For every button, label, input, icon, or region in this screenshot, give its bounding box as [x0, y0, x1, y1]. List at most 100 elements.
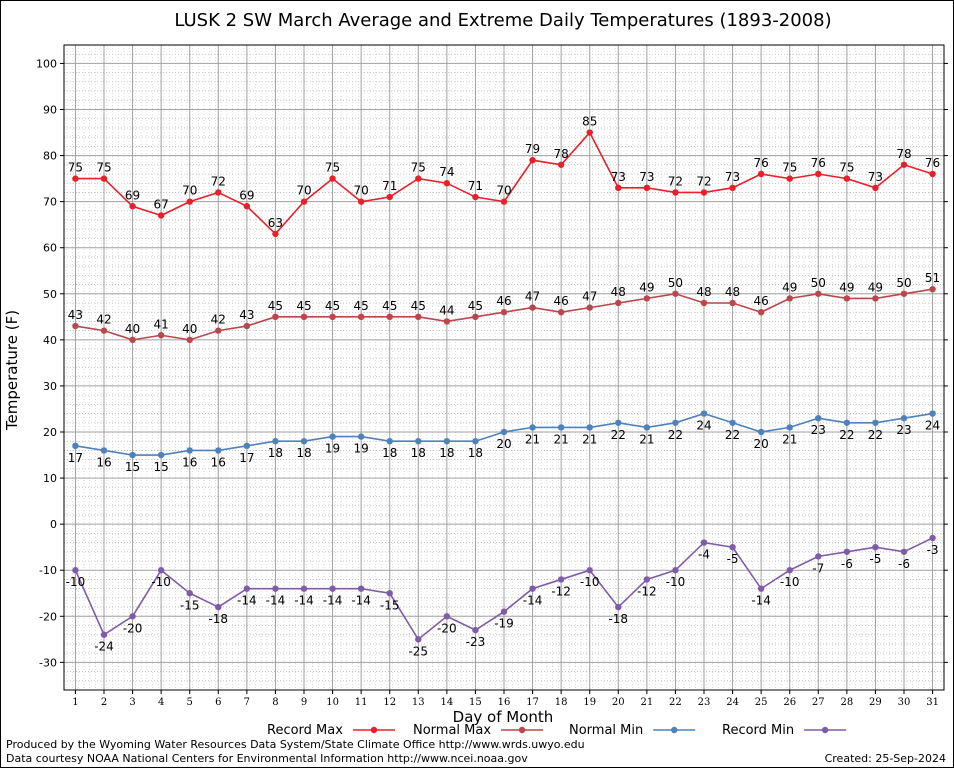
x-tick-label: 18: [555, 697, 568, 708]
normal-max-data-label: 42: [211, 313, 226, 327]
normal-min-data-label: 21: [582, 432, 597, 446]
normal-min-point: [415, 438, 422, 445]
y-tick-label: 10: [43, 472, 57, 485]
x-tick-label: 1: [72, 697, 78, 708]
record-max-data-label: 63: [268, 216, 283, 230]
record-min-point: [872, 543, 879, 551]
y-axis-label: Temperature (F): [3, 310, 21, 431]
normal-max-data-label: 45: [268, 299, 283, 313]
normal-max-data-label: 46: [754, 294, 769, 308]
y-tick-label: -20: [39, 610, 57, 623]
normal-min-data-label: 17: [68, 451, 83, 465]
normal-min-point: [729, 419, 736, 426]
x-tick-label: 24: [726, 697, 739, 708]
series-record-min: -10-24-20-10-15-18-14 -14 -14 -14 -14 -15-25-…: [66, 534, 939, 658]
normal-max-data-label: 45: [354, 299, 369, 313]
record-min-point: [729, 543, 736, 551]
x-tick-label: 26: [783, 697, 796, 708]
normal-max-data-label: 43: [68, 308, 83, 322]
record-max-data-label: 75: [68, 161, 83, 175]
x-tick-label: 23: [698, 697, 711, 708]
legend-item-record-min: Record Min: [722, 723, 847, 738]
record-min-data-label: -5: [727, 552, 739, 566]
normal-min-point: [843, 419, 851, 426]
record-max-data-label: 75: [325, 161, 340, 175]
normal-min-data-label: 22: [725, 428, 740, 442]
x-tick-label: 12: [383, 697, 396, 708]
normal-min-data-label: 21: [554, 432, 569, 446]
normal-max-point: [300, 313, 308, 321]
record-max-data-label: 76: [925, 156, 940, 170]
normal-min-point: [757, 428, 765, 436]
record-max-point: [529, 156, 536, 164]
record-min-point: [643, 576, 651, 583]
normal-max-data-label: 50: [811, 276, 826, 290]
record-max-data-label: 69: [125, 188, 140, 202]
record-max-data-label: 70: [182, 184, 197, 198]
record-min-data-label: -12: [551, 584, 571, 598]
record-min-data-label: -14: [523, 594, 543, 608]
x-tick-label: 13: [412, 697, 425, 708]
normal-min-point: [557, 424, 565, 431]
record-min-point: [100, 631, 108, 638]
record-max-data-label: 78: [896, 147, 911, 161]
record-max-point: [100, 175, 108, 182]
normal-min-data-label: 16: [96, 455, 111, 469]
normal-max-data-label: 45: [468, 299, 483, 313]
normal-min-point: [72, 442, 79, 450]
normal-min-point: [243, 442, 251, 450]
normal-max-data-label: 42: [96, 313, 111, 327]
record-min-point: [157, 567, 165, 574]
normal-max-point: [786, 295, 793, 302]
normal-min-data-label: 22: [868, 428, 883, 442]
record-min-data-label: -14: [294, 594, 314, 608]
normal-min-data-label: 24: [696, 419, 711, 433]
record-max-point: [300, 198, 308, 205]
record-min-point: [700, 539, 708, 546]
normal-max-data-label: 48: [725, 285, 740, 299]
normal-max-data-label: 40: [125, 322, 140, 336]
record-min-data-label: -3: [927, 543, 939, 557]
x-tick-label: 4: [158, 697, 164, 708]
normal-min-point: [615, 419, 622, 426]
record-max-point: [157, 212, 165, 219]
y-tick-label: 100: [36, 57, 57, 70]
record-max-point: [729, 184, 736, 192]
normal-min-data-label: 18: [382, 446, 397, 460]
normal-max-data-label: 43: [239, 308, 254, 322]
x-tick-label: 10: [326, 697, 339, 708]
record-max-data-label: 73: [611, 170, 626, 184]
record-max-point: [586, 129, 593, 136]
normal-min-data-label: 18: [411, 446, 426, 460]
normal-max-point: [700, 299, 708, 307]
normal-max-point: [815, 290, 822, 297]
record-max-data-label: 72: [696, 174, 711, 188]
normal-max-data-label: 41: [154, 317, 169, 331]
record-max-data-label: 73: [725, 170, 740, 184]
record-max-point: [472, 193, 479, 201]
legend-item-normal-min: Normal Min: [569, 723, 696, 738]
record-min-point: [929, 534, 936, 542]
record-max-data-label: 67: [154, 197, 169, 211]
x-tick-label: 25: [755, 697, 768, 708]
normal-min-point: [815, 414, 822, 422]
record-min-point: [529, 585, 536, 592]
record-min-point: [215, 603, 222, 611]
record-max-point: [929, 170, 936, 178]
record-min-data-label: -19: [494, 617, 514, 631]
record-min-data-label: -7: [812, 561, 824, 575]
normal-min-data-label: 24: [925, 419, 940, 433]
record-min-point: [786, 567, 793, 574]
record-min-point: [672, 567, 679, 574]
x-tick-label: 28: [840, 697, 853, 708]
record-min-data-label: -4: [698, 548, 710, 562]
normal-max-point: [729, 299, 736, 307]
record-max-point: [186, 198, 193, 205]
record-max-point: [615, 184, 622, 192]
record-min-point: [386, 590, 393, 597]
normal-max-point: [872, 295, 879, 302]
normal-max-data-label: 50: [668, 276, 683, 290]
normal-min-point: [300, 438, 308, 445]
record-max-data-label: 76: [811, 156, 826, 170]
y-tick-label: 20: [43, 426, 57, 439]
